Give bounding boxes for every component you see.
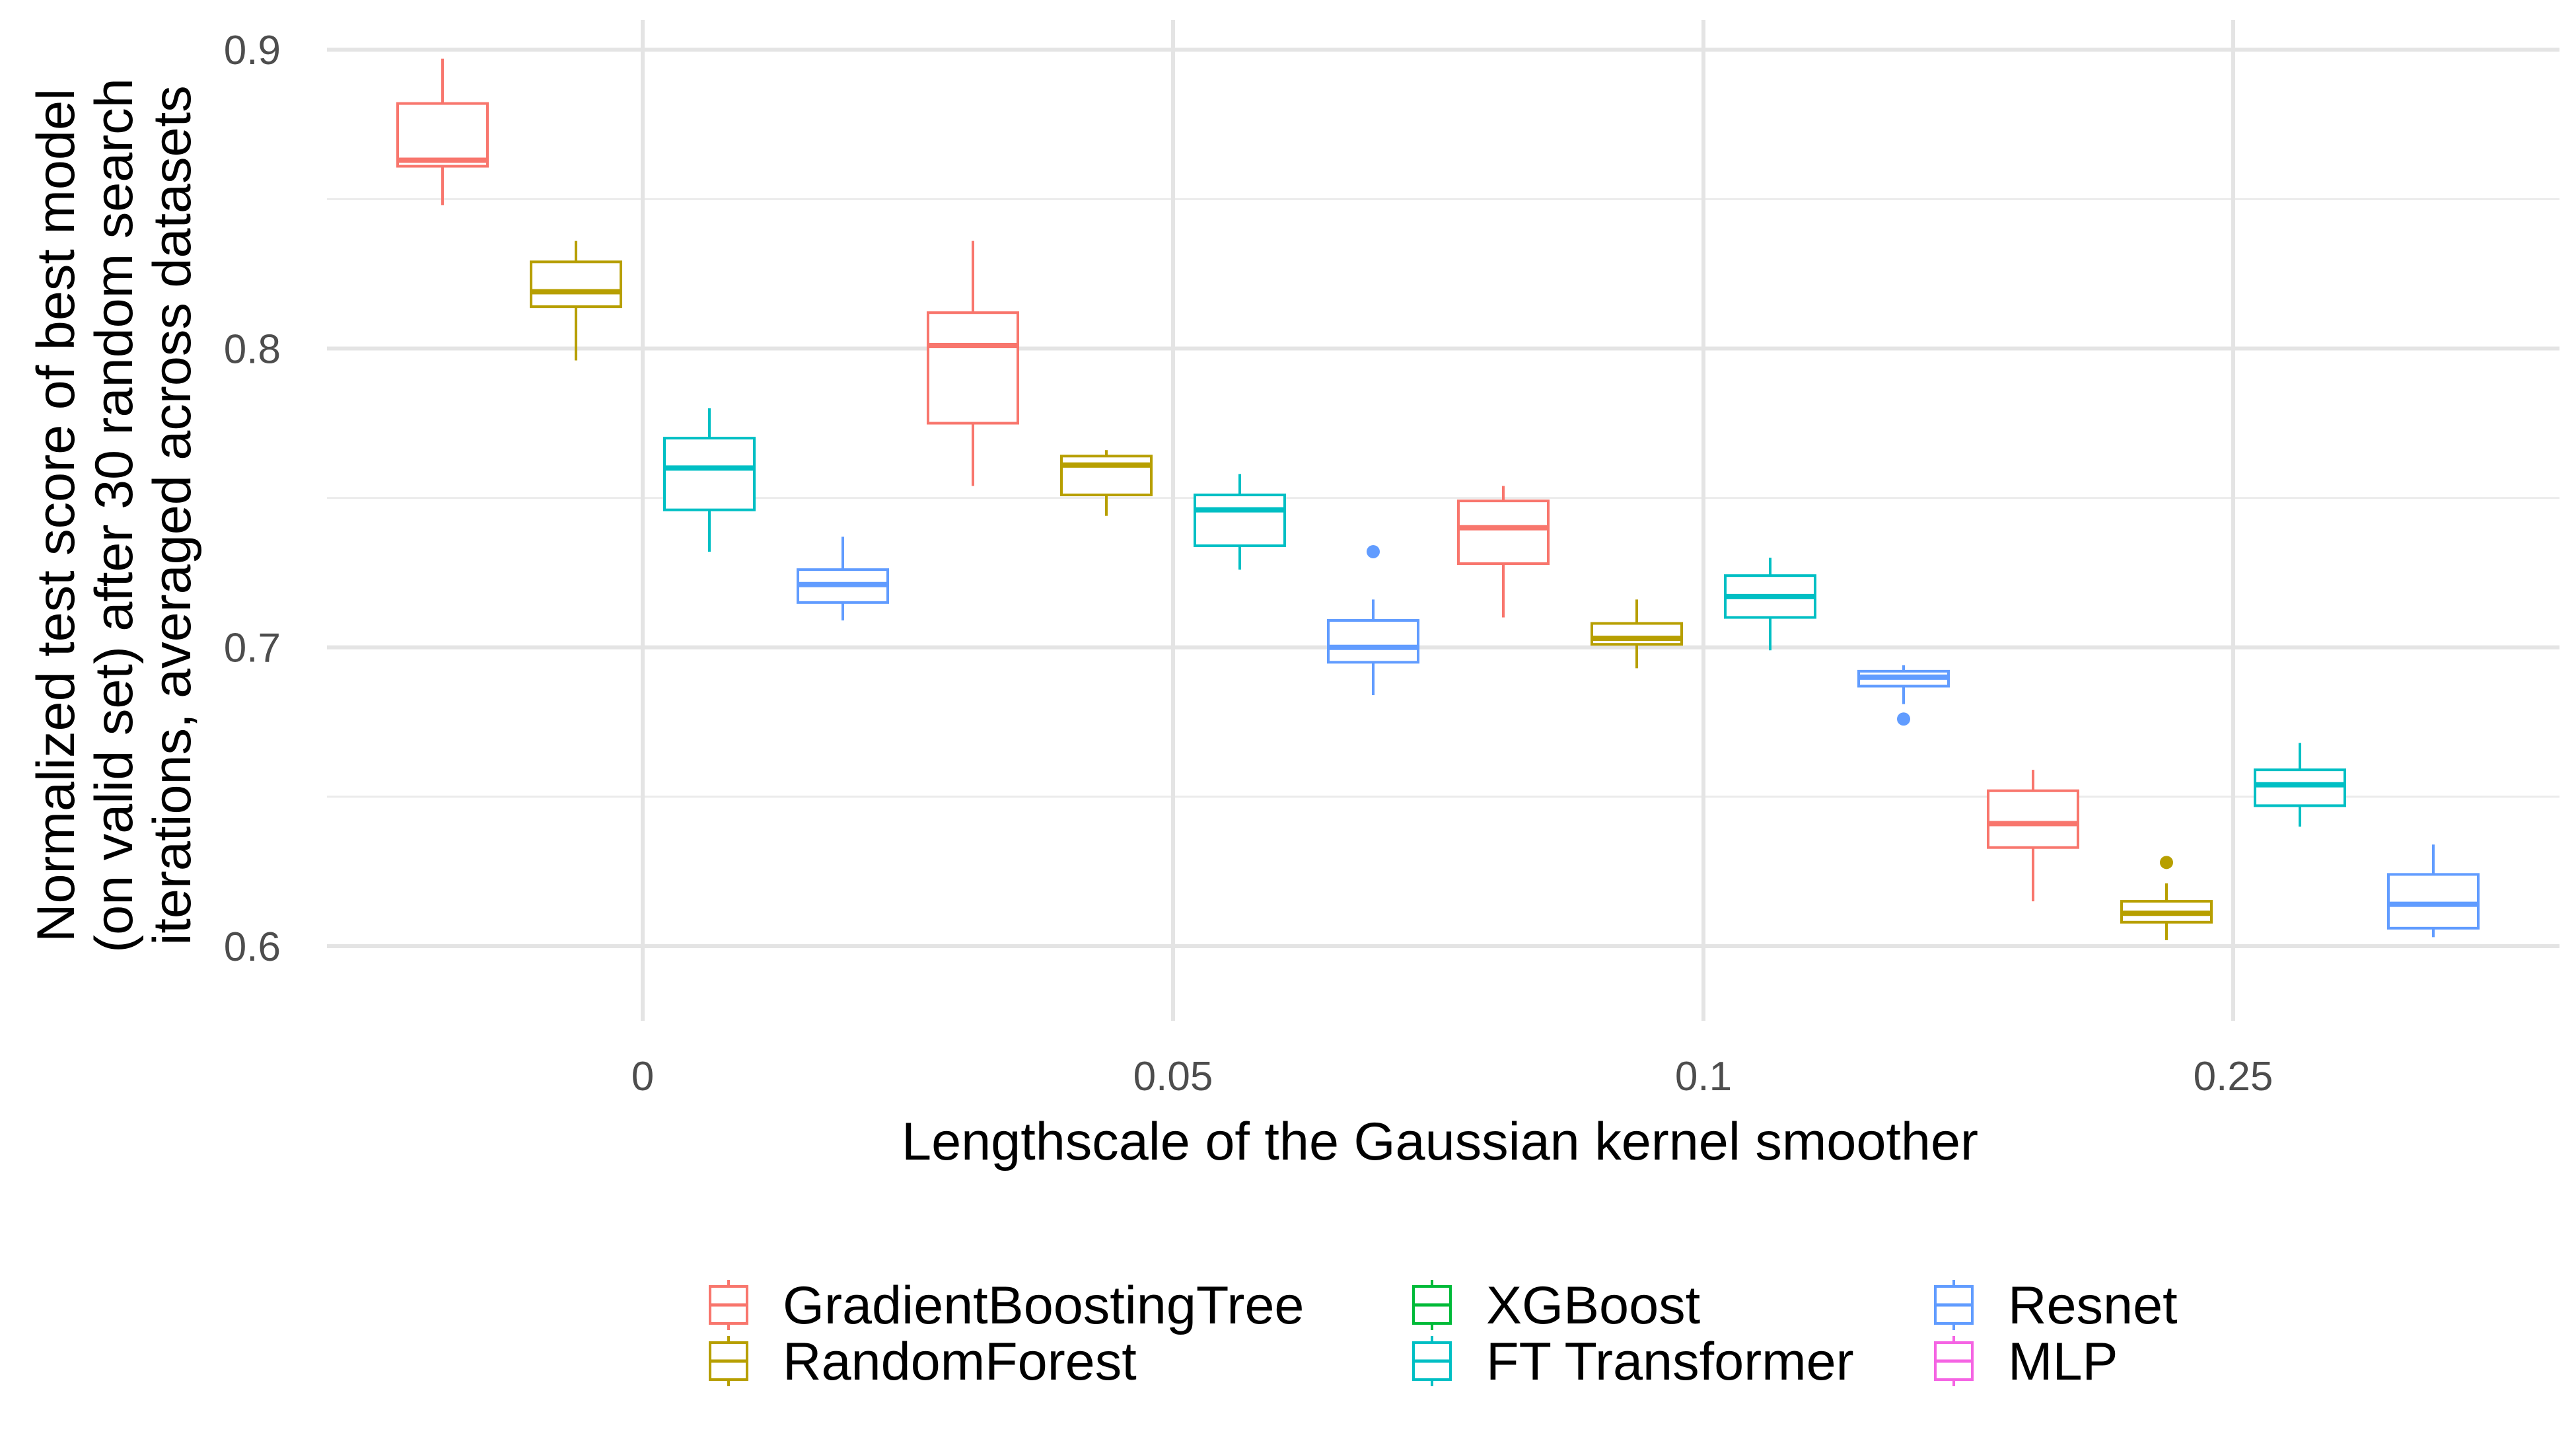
x-tick-label: 0.25: [2194, 1054, 2273, 1099]
box-body: [1457, 500, 1550, 566]
legend-item-mlp: MLP: [1934, 1332, 2118, 1391]
box-resnet-0.25: [2387, 844, 2480, 938]
outlier-point: [2160, 856, 2173, 870]
box-body: [663, 437, 756, 511]
y-axis-title-line-1: Normalized test score of best model: [26, 89, 86, 942]
grid-layer: [327, 20, 2559, 1021]
box-body: [1987, 789, 2079, 849]
x-tick-label: 0.1: [1675, 1054, 1732, 1099]
legend-label: XGBoost: [1486, 1276, 1700, 1335]
box-resnet-0.1: [1857, 665, 1950, 726]
legend-label: GradientBoostingTree: [783, 1276, 1304, 1335]
legend-item-gradientboostingtree: GradientBoostingTree: [709, 1276, 1304, 1335]
box-body: [1194, 494, 1286, 547]
box-resnet-0.05: [1327, 544, 1419, 696]
box-body: [530, 260, 622, 309]
box-gradientboostingtree-0.25: [1987, 770, 2079, 902]
y-axis-title-line-3: iterations, averaged across datasets: [143, 85, 202, 945]
legend-item-ft-transformer: FT Transformer: [1412, 1332, 1854, 1391]
box-ft-transformer-0: [663, 408, 756, 552]
box-randomforest-0.05: [1060, 450, 1153, 516]
x-axis-title: Lengthscale of the Gaussian kernel smoot…: [902, 1112, 1978, 1171]
y-axis-ticks: 0.6 0.7 0.8 0.9: [224, 28, 281, 970]
x-axis-ticks: 0 0.05 0.1 0.25: [631, 1054, 2273, 1099]
box-body: [927, 311, 1019, 425]
box-ft-transformer-0.1: [1724, 558, 1816, 651]
y-tick-label: 0.9: [224, 28, 281, 73]
box-randomforest-0.1: [1591, 599, 1683, 669]
legend-item-resnet: Resnet: [1934, 1276, 2178, 1335]
box-randomforest-0: [530, 241, 622, 361]
outlier-point: [1367, 544, 1380, 558]
box-ft-transformer-0.25: [2254, 743, 2346, 827]
legend-label: RandomForest: [783, 1332, 1137, 1391]
legend-label: FT Transformer: [1486, 1332, 1854, 1391]
y-tick-label: 0.8: [224, 326, 281, 372]
y-tick-label: 0.7: [224, 626, 281, 671]
box-resnet-0: [797, 537, 889, 620]
y-tick-label: 0.6: [224, 924, 281, 970]
y-axis-title: Normalized test score of best model (on …: [26, 78, 202, 953]
legend-item-randomforest: RandomForest: [709, 1332, 1137, 1391]
box-gradientboostingtree-0.05: [927, 241, 1019, 486]
box-randomforest-0.25: [2120, 856, 2213, 940]
outlier-point: [1897, 712, 1910, 726]
legend-item-xgboost: XGBoost: [1412, 1276, 1700, 1335]
boxes-layer: [396, 58, 2480, 940]
box-ft-transformer-0.05: [1194, 474, 1286, 570]
box-body: [1060, 455, 1153, 497]
legend-label: Resnet: [2008, 1276, 2178, 1335]
box-body: [2254, 768, 2346, 807]
box-body: [1327, 619, 1419, 664]
box-gradientboostingtree-0: [396, 58, 489, 205]
box-body: [1591, 622, 1683, 646]
box-body: [396, 102, 489, 168]
box-gradientboostingtree-0.1: [1457, 486, 1550, 618]
y-axis-title-line-2: (on valid set) after 30 random search: [85, 78, 144, 953]
x-tick-label: 0.05: [1133, 1054, 1213, 1099]
x-tick-label: 0: [631, 1054, 654, 1099]
legend-label: MLP: [2008, 1332, 2118, 1391]
box-body: [2387, 873, 2480, 930]
